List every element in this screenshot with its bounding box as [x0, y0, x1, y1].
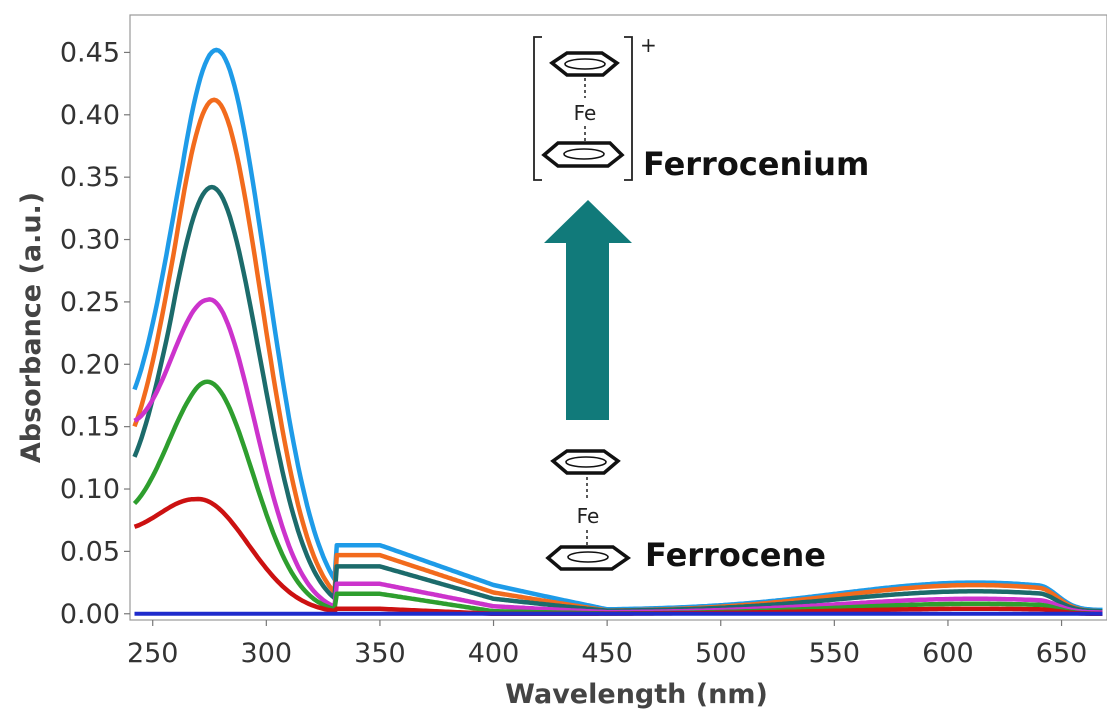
y-tick-label: 0.00: [60, 599, 120, 630]
cp-ring-bottom: [541, 141, 625, 168]
y-tick-label: 0.20: [60, 349, 120, 380]
y-tick-label: 0.15: [60, 412, 120, 443]
x-tick-label: 450: [581, 638, 633, 669]
x-axis-title: Wavelength (nm): [505, 679, 768, 710]
y-tick-label: 0.10: [60, 474, 120, 505]
x-tick-label: 650: [1036, 638, 1088, 669]
bracket-right: [624, 36, 633, 181]
x-tick-label: 600: [922, 638, 974, 669]
x-tick-label: 550: [809, 638, 861, 669]
up-arrow-icon: [544, 200, 632, 420]
cp-ring-bottom: [545, 545, 632, 571]
y-tick-label: 0.05: [60, 536, 120, 567]
charge-plus: +: [640, 33, 657, 57]
y-axis-title: Absorbance (a.u.): [16, 192, 47, 463]
x-tick-label: 300: [241, 638, 293, 669]
y-tick-label: 0.30: [60, 225, 120, 256]
ferrocenium-label: Ferrocenium: [643, 145, 869, 183]
cp-ring-top: [550, 449, 621, 475]
y-tick-label: 0.25: [60, 287, 120, 318]
axes: 250 300 350 400 450 500 550 600 650 0.00 0.05 0.10 0…: [16, 14, 1107, 710]
ferrocene-label: Ferrocene: [645, 536, 826, 574]
x-tick-label: 400: [468, 638, 520, 669]
series-group: [132, 47, 1103, 617]
plot-frame: [129, 14, 1107, 621]
y-tick-label: 0.45: [60, 37, 120, 68]
x-tick-label: 350: [354, 638, 406, 669]
x-tick-label: 250: [127, 638, 179, 669]
fe-label-top: Fe: [574, 101, 597, 125]
ferrocene-structure: Fe Ferrocene: [545, 449, 826, 574]
fe-label-bottom: Fe: [577, 504, 600, 528]
bracket-left: [533, 36, 542, 181]
y-tick-label: 0.40: [60, 100, 120, 131]
ferrocenium-structure: + Fe Ferrocenium: [533, 33, 869, 183]
cp-ring-top: [549, 51, 620, 77]
y-tick-label: 0.35: [60, 162, 120, 193]
x-tick-label: 500: [695, 638, 747, 669]
